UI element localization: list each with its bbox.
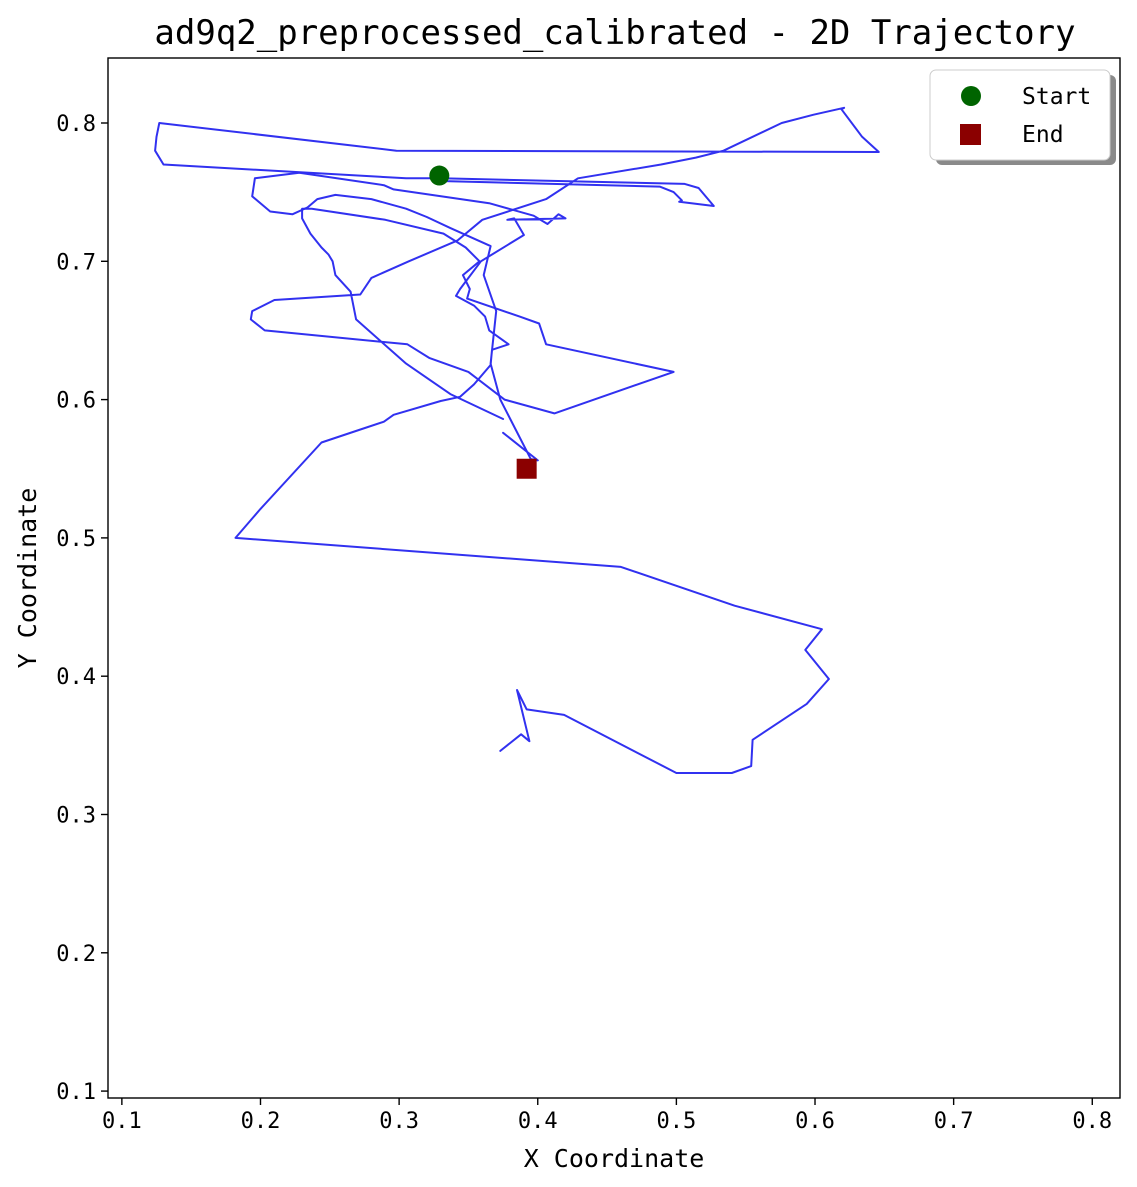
y-tick-label: 0.6 (56, 389, 96, 414)
y-tick-label: 0.3 (56, 803, 96, 828)
y-axis: 0.1 0.2 0.3 0.4 0.5 0.6 0.7 0.8 (56, 112, 108, 1105)
y-tick-label: 0.8 (56, 112, 96, 137)
x-tick-label: 0.8 (1072, 1109, 1112, 1134)
x-tick-label: 0.3 (379, 1109, 419, 1134)
end-point-marker (516, 458, 537, 479)
x-tick-label: 0.6 (795, 1109, 835, 1134)
y-tick-label: 0.2 (56, 942, 96, 967)
start-point-marker (429, 165, 450, 186)
x-tick-label: 0.4 (518, 1109, 558, 1134)
legend: Start End (929, 69, 1116, 165)
y-tick-label: 0.5 (56, 527, 96, 552)
x-tick-label: 0.5 (657, 1109, 697, 1134)
trajectory-series-1 (234, 171, 830, 774)
y-axis-label: Y Coordinate (13, 488, 42, 669)
legend-start-label: Start (1022, 84, 1091, 110)
y-tick-label: 0.1 (56, 1080, 96, 1105)
x-tick-label: 0.7 (934, 1109, 974, 1134)
x-axis: 0.1 0.2 0.3 0.4 0.5 0.6 0.7 0.8 (102, 1098, 1112, 1134)
y-tick-label: 0.4 (56, 665, 96, 690)
marker-layer (429, 165, 537, 479)
legend-end-label: End (1022, 122, 1064, 148)
chart-title: ad9q2_preprocessed_calibrated - 2D Traje… (154, 13, 1075, 53)
y-tick-label: 0.7 (56, 250, 96, 275)
trajectory-series-0 (154, 106, 880, 420)
x-axis-label: X Coordinate (524, 1144, 705, 1173)
plot-frame (107, 57, 1121, 1099)
x-tick-label: 0.2 (241, 1109, 281, 1134)
legend-end-marker (960, 124, 981, 145)
series-layer (154, 106, 880, 774)
plot-area (107, 57, 1121, 1099)
x-tick-label: 0.1 (102, 1109, 142, 1134)
legend-start-marker (961, 86, 981, 106)
